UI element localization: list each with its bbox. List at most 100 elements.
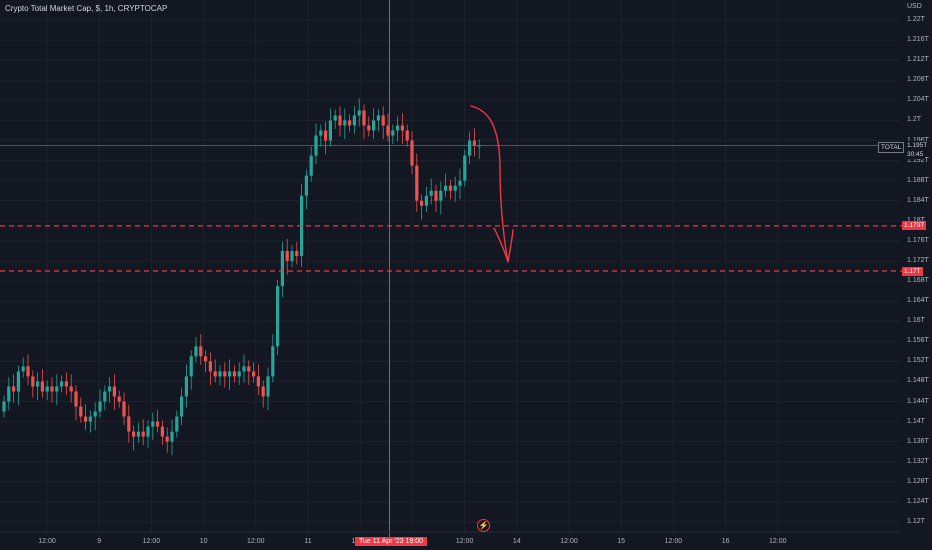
candle-body xyxy=(74,391,78,407)
candle-body xyxy=(266,376,270,397)
currency-label: USD xyxy=(907,3,922,10)
y-tick-label: 1.188T xyxy=(907,176,929,184)
candle-body xyxy=(112,386,116,397)
x-tick-label: 12:00 xyxy=(560,538,578,545)
lightning-icon[interactable]: ⚡ xyxy=(477,519,490,532)
candle-body xyxy=(338,115,342,126)
x-tick-label: 12:00 xyxy=(247,538,265,545)
candle-body xyxy=(156,421,160,427)
candle-body xyxy=(208,361,212,372)
y-tick-label: 1.168T xyxy=(907,277,929,285)
candle-body xyxy=(199,346,203,357)
candle-body xyxy=(98,401,102,412)
candle-body xyxy=(165,436,169,442)
candle-body xyxy=(26,366,30,377)
candle-body xyxy=(271,346,275,377)
x-tick-label: 12:00 xyxy=(38,538,56,545)
candle-body xyxy=(295,250,299,256)
candle-body xyxy=(55,386,59,392)
x-tick-label: 9 xyxy=(97,538,102,545)
candles xyxy=(2,98,481,456)
y-tick-label: 1.152T xyxy=(907,357,929,365)
candle-body xyxy=(232,371,236,377)
y-tick-label: 1.216T xyxy=(907,36,929,44)
candle-body xyxy=(69,386,73,392)
candle-body xyxy=(218,371,222,377)
level-tag-1: 1.179T xyxy=(902,221,927,231)
candle-body xyxy=(146,426,150,437)
candle-body xyxy=(396,125,400,131)
y-tick-label: 1.176T xyxy=(907,236,929,244)
y-tick-label: 1.22T xyxy=(907,16,925,24)
candle-body xyxy=(319,130,323,136)
candle-body xyxy=(424,195,428,206)
candle-body xyxy=(439,190,443,201)
candle-body xyxy=(50,386,54,392)
candle-body xyxy=(7,386,11,402)
drawn-arrow xyxy=(470,105,514,263)
candle-body xyxy=(304,175,308,196)
candle-body xyxy=(36,381,40,387)
candle-body xyxy=(410,140,414,166)
last-price-tag: 1.195T xyxy=(905,141,930,150)
x-tick-label: 12:00 xyxy=(142,538,161,545)
candle-body xyxy=(60,381,64,387)
y-tick-label: 1.156T xyxy=(907,337,929,345)
candle-body xyxy=(223,371,227,377)
candle-body xyxy=(472,140,476,146)
candle-body xyxy=(367,125,371,131)
candle-body xyxy=(285,250,289,261)
candle-body xyxy=(400,125,404,131)
x-tick-label: 16 xyxy=(721,538,730,545)
candle-body xyxy=(189,356,193,377)
y-tick-label: 1.212T xyxy=(907,56,929,64)
x-tick-label: 10 xyxy=(199,538,208,545)
level-tag-2: 1.17T xyxy=(902,266,923,276)
y-tick-label: 1.196T xyxy=(907,137,929,144)
candle-body xyxy=(184,376,188,397)
candle-body xyxy=(343,120,347,126)
candle-body xyxy=(352,115,356,126)
candle-body xyxy=(88,416,92,422)
candle-body xyxy=(151,421,155,427)
candle-body xyxy=(328,120,332,141)
candle-body xyxy=(290,250,294,261)
y-tick-label: 1.148T xyxy=(907,377,929,385)
candle-body xyxy=(242,366,246,372)
candle-body xyxy=(21,366,25,372)
x-tick-label: 11 xyxy=(304,538,312,545)
candle-body xyxy=(132,431,136,437)
candle-body xyxy=(463,155,467,181)
candle-body xyxy=(160,426,164,437)
candle-body xyxy=(420,200,424,206)
y-tick-label: 1.18T xyxy=(907,216,925,224)
candle-body xyxy=(228,371,232,377)
y-tick-label: 1.136T xyxy=(907,437,929,445)
x-tick-label: 14 xyxy=(512,538,521,545)
candle-body xyxy=(391,130,395,136)
y-tick-label: 1.128T xyxy=(907,477,929,485)
candle-body xyxy=(175,416,179,432)
candle-body xyxy=(386,125,390,136)
y-tick-label: 1.192T xyxy=(907,156,929,164)
candle-body xyxy=(79,406,83,417)
candle-body xyxy=(376,115,380,121)
x-tick-label: 15 xyxy=(617,538,626,545)
y-tick-label: 1.14T xyxy=(907,417,925,425)
x-tick-label: 12:00 xyxy=(455,538,474,545)
candle-body xyxy=(468,140,472,156)
candle-body xyxy=(12,386,16,392)
candle-body xyxy=(362,110,366,126)
candle-body xyxy=(136,431,140,437)
y-tick-label: 1.132T xyxy=(907,457,929,465)
candle-body xyxy=(16,371,20,392)
candle-body xyxy=(477,145,481,147)
x-tick-label: 12:00 xyxy=(769,538,787,545)
candle-body xyxy=(127,416,131,432)
candle-body xyxy=(252,371,256,377)
candle-body xyxy=(324,130,328,141)
y-tick-label: 1.2T xyxy=(907,116,922,124)
candle-body xyxy=(40,381,44,392)
candle-body xyxy=(194,346,198,357)
